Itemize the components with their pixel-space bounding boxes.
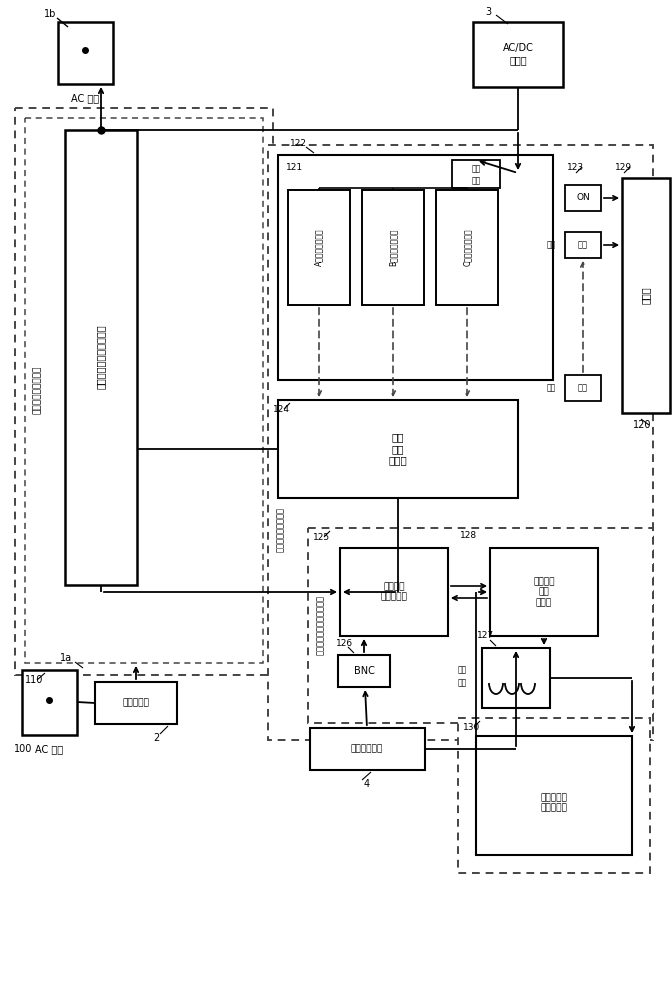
Text: 110: 110 — [25, 675, 44, 685]
Text: 120: 120 — [633, 420, 651, 430]
Text: 4: 4 — [364, 779, 370, 789]
Text: 显示器: 显示器 — [641, 286, 651, 304]
Text: 噪声滤波器: 噪声滤波器 — [122, 698, 149, 708]
Text: 127: 127 — [477, 632, 494, 641]
Bar — [308, 528, 653, 723]
Bar — [338, 655, 390, 687]
Text: 电源: 电源 — [578, 240, 588, 249]
Text: 1a: 1a — [60, 653, 72, 663]
Text: BNC: BNC — [353, 666, 374, 676]
Bar — [458, 718, 650, 873]
Bar — [288, 190, 350, 305]
Text: 1b: 1b — [44, 9, 56, 19]
Bar — [278, 155, 553, 380]
Bar — [25, 118, 263, 663]
Text: 输入: 输入 — [471, 176, 480, 186]
Bar — [476, 736, 632, 855]
Bar — [58, 22, 113, 84]
Text: 能量: 能量 — [547, 383, 556, 392]
Text: 3: 3 — [485, 7, 491, 17]
Bar — [565, 375, 601, 401]
Text: 能量波动
产生
检出部: 能量波动 产生 检出部 — [534, 577, 555, 607]
Bar — [65, 130, 137, 585]
Bar — [95, 682, 177, 724]
Bar — [310, 728, 425, 770]
Text: 线圈: 线圈 — [458, 678, 467, 688]
Bar — [22, 670, 77, 735]
Text: 细胞活性能量波动的产生: 细胞活性能量波动的产生 — [96, 325, 106, 389]
Text: 二次能量波动产生部: 二次能量波动产生部 — [276, 506, 284, 552]
Text: AC/DC
转换部: AC/DC 转换部 — [503, 43, 534, 65]
Text: 128: 128 — [460, 532, 478, 540]
Text: 130: 130 — [463, 723, 480, 732]
Text: 三次复合波动产生和增幅部: 三次复合波动产生和增幅部 — [315, 595, 325, 655]
Bar — [15, 108, 273, 675]
Text: ON: ON — [576, 194, 590, 202]
Bar — [340, 548, 448, 636]
Text: 125: 125 — [313, 533, 330, 542]
Text: 细胞活性能
量波动的产: 细胞活性能 量波动的产 — [540, 793, 567, 813]
Bar — [278, 400, 518, 498]
Text: 能量: 能量 — [578, 383, 588, 392]
Text: 细胞活性
复合增幅部: 细胞活性 复合增幅部 — [380, 582, 407, 602]
Bar — [490, 548, 598, 636]
Text: 2: 2 — [153, 733, 159, 743]
Text: 100: 100 — [14, 744, 32, 754]
Bar — [622, 178, 670, 413]
Text: AC 输出: AC 输出 — [71, 93, 99, 103]
Text: 电源: 电源 — [471, 164, 480, 174]
Text: B低频波动产生部: B低频波动产生部 — [388, 228, 398, 266]
Bar — [565, 232, 601, 258]
Text: 122: 122 — [290, 138, 307, 147]
Text: 121: 121 — [286, 163, 303, 172]
Text: A低频波动产生部: A低频波动产生部 — [314, 228, 323, 266]
Bar — [482, 648, 550, 708]
Text: 126: 126 — [336, 639, 353, 648]
Text: 124: 124 — [273, 405, 290, 414]
Text: 低频
整流
混合部: 低频 整流 混合部 — [388, 432, 407, 466]
Text: 复合能量传感: 复合能量传感 — [351, 744, 383, 754]
Text: 129: 129 — [615, 163, 632, 172]
Text: 诱导: 诱导 — [458, 666, 467, 674]
Bar — [473, 22, 563, 87]
Bar — [565, 185, 601, 211]
Text: 123: 123 — [567, 163, 584, 172]
Text: 电源: 电源 — [547, 240, 556, 249]
Bar — [362, 190, 424, 305]
Bar — [268, 145, 653, 740]
Text: AC 输入: AC 输入 — [35, 744, 63, 754]
Text: 一次能量波动产生部: 一次能量波动产生部 — [32, 366, 42, 414]
Text: C低频波动产生部: C低频波动产生部 — [462, 228, 472, 266]
Bar — [452, 160, 500, 188]
Bar — [436, 190, 498, 305]
